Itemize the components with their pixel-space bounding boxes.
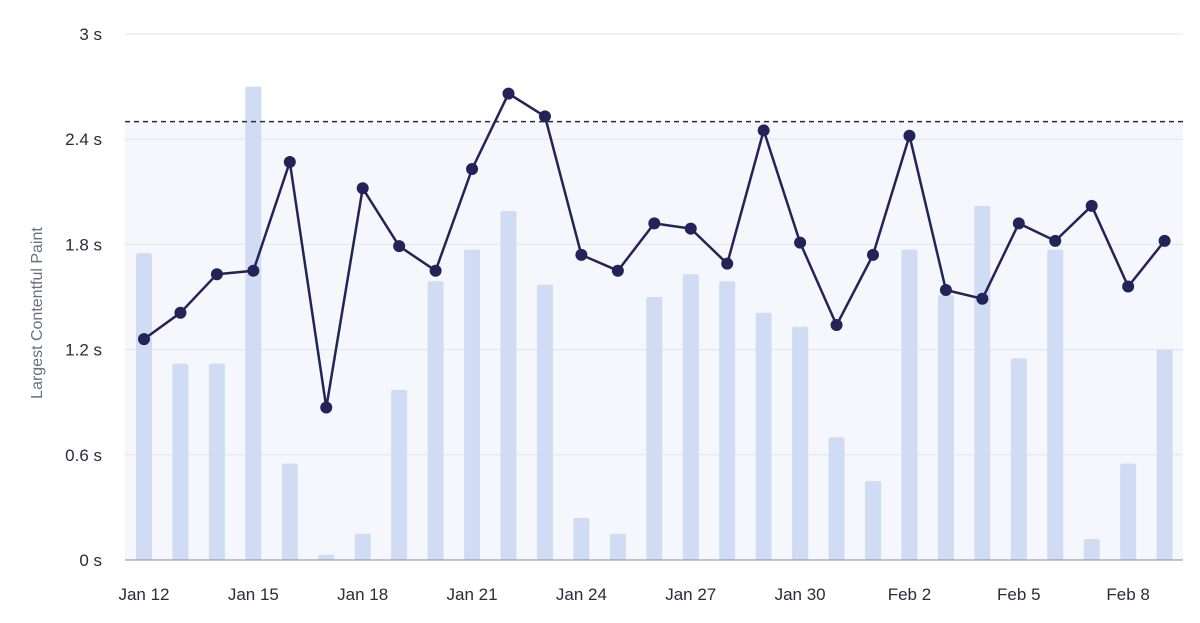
x-tick-label: Feb 8	[1106, 585, 1149, 604]
bar	[755, 312, 772, 560]
bar	[937, 295, 954, 560]
line-point	[903, 129, 916, 142]
line-point	[538, 110, 551, 123]
y-tick-label: 2.4 s	[65, 130, 102, 149]
line-point	[575, 248, 588, 261]
x-tick-label: Feb 2	[888, 585, 931, 604]
bar	[391, 389, 408, 560]
line-point	[1049, 234, 1062, 247]
bar	[609, 533, 626, 560]
line-point	[684, 222, 697, 235]
line-point	[466, 163, 479, 176]
x-tick-label: Jan 15	[228, 585, 279, 604]
x-tick-label: Jan 27	[665, 585, 716, 604]
bar	[828, 437, 845, 560]
line-point	[1085, 199, 1098, 212]
bar	[646, 297, 663, 560]
bar	[136, 253, 152, 560]
bar	[1047, 249, 1064, 560]
bar	[500, 211, 517, 560]
line-point	[648, 217, 661, 230]
bar	[536, 284, 553, 560]
bar	[318, 554, 335, 560]
x-tick-label: Feb 5	[997, 585, 1040, 604]
bar	[719, 281, 736, 560]
bar	[281, 463, 298, 560]
line-point	[283, 155, 296, 168]
line-point	[210, 268, 223, 281]
x-tick-label: Jan 30	[775, 585, 826, 604]
y-tick-label: 3 s	[79, 25, 102, 44]
bar	[245, 86, 262, 560]
bar	[172, 363, 189, 560]
line-point	[247, 264, 260, 277]
y-tick-label: 0.6 s	[65, 446, 102, 465]
line-point	[794, 236, 807, 249]
line-point	[867, 248, 879, 261]
bar	[1156, 349, 1173, 560]
bar	[865, 481, 881, 560]
line-series-points	[138, 87, 1171, 414]
line-point	[429, 264, 442, 277]
bar	[573, 517, 590, 560]
line-point	[939, 283, 952, 296]
line-point	[356, 182, 369, 195]
line-point	[393, 240, 406, 253]
bar	[427, 281, 444, 560]
bar	[1120, 463, 1137, 560]
line-point	[830, 319, 843, 332]
line-point	[320, 401, 333, 414]
bar	[1010, 358, 1027, 560]
y-axis-ticks: 0 s 0.6 s 1.2 s 1.8 s 2.4 s 3 s	[65, 25, 102, 570]
line-point	[611, 264, 624, 277]
line-point	[1122, 280, 1135, 293]
bar	[464, 249, 481, 560]
line-point	[174, 306, 187, 319]
line-point	[757, 124, 770, 137]
y-tick-label: 0 s	[79, 551, 102, 570]
line-point	[1012, 217, 1025, 230]
line-point	[721, 257, 734, 270]
x-tick-label: Jan 21	[447, 585, 498, 604]
x-axis-ticks: Jan 12 Jan 15 Jan 18 Jan 21 Jan 24 Jan 27 Jan …	[118, 585, 1149, 604]
x-tick-label: Jan 24	[556, 585, 607, 604]
bar	[901, 249, 918, 560]
line-point	[976, 292, 989, 305]
line-point	[138, 333, 150, 346]
bar	[354, 533, 371, 560]
line-point	[1158, 234, 1171, 247]
bar	[208, 363, 225, 560]
bar	[792, 326, 809, 560]
y-axis-title: Largest Contentful Paint	[29, 227, 46, 399]
x-tick-label: Jan 18	[337, 585, 388, 604]
bar	[1083, 538, 1100, 560]
y-tick-label: 1.2 s	[65, 341, 102, 360]
y-tick-label: 1.8 s	[65, 235, 102, 254]
bar	[682, 274, 699, 560]
bar	[974, 205, 991, 560]
line-point	[502, 87, 515, 100]
x-tick-label: Jan 12	[118, 585, 169, 604]
